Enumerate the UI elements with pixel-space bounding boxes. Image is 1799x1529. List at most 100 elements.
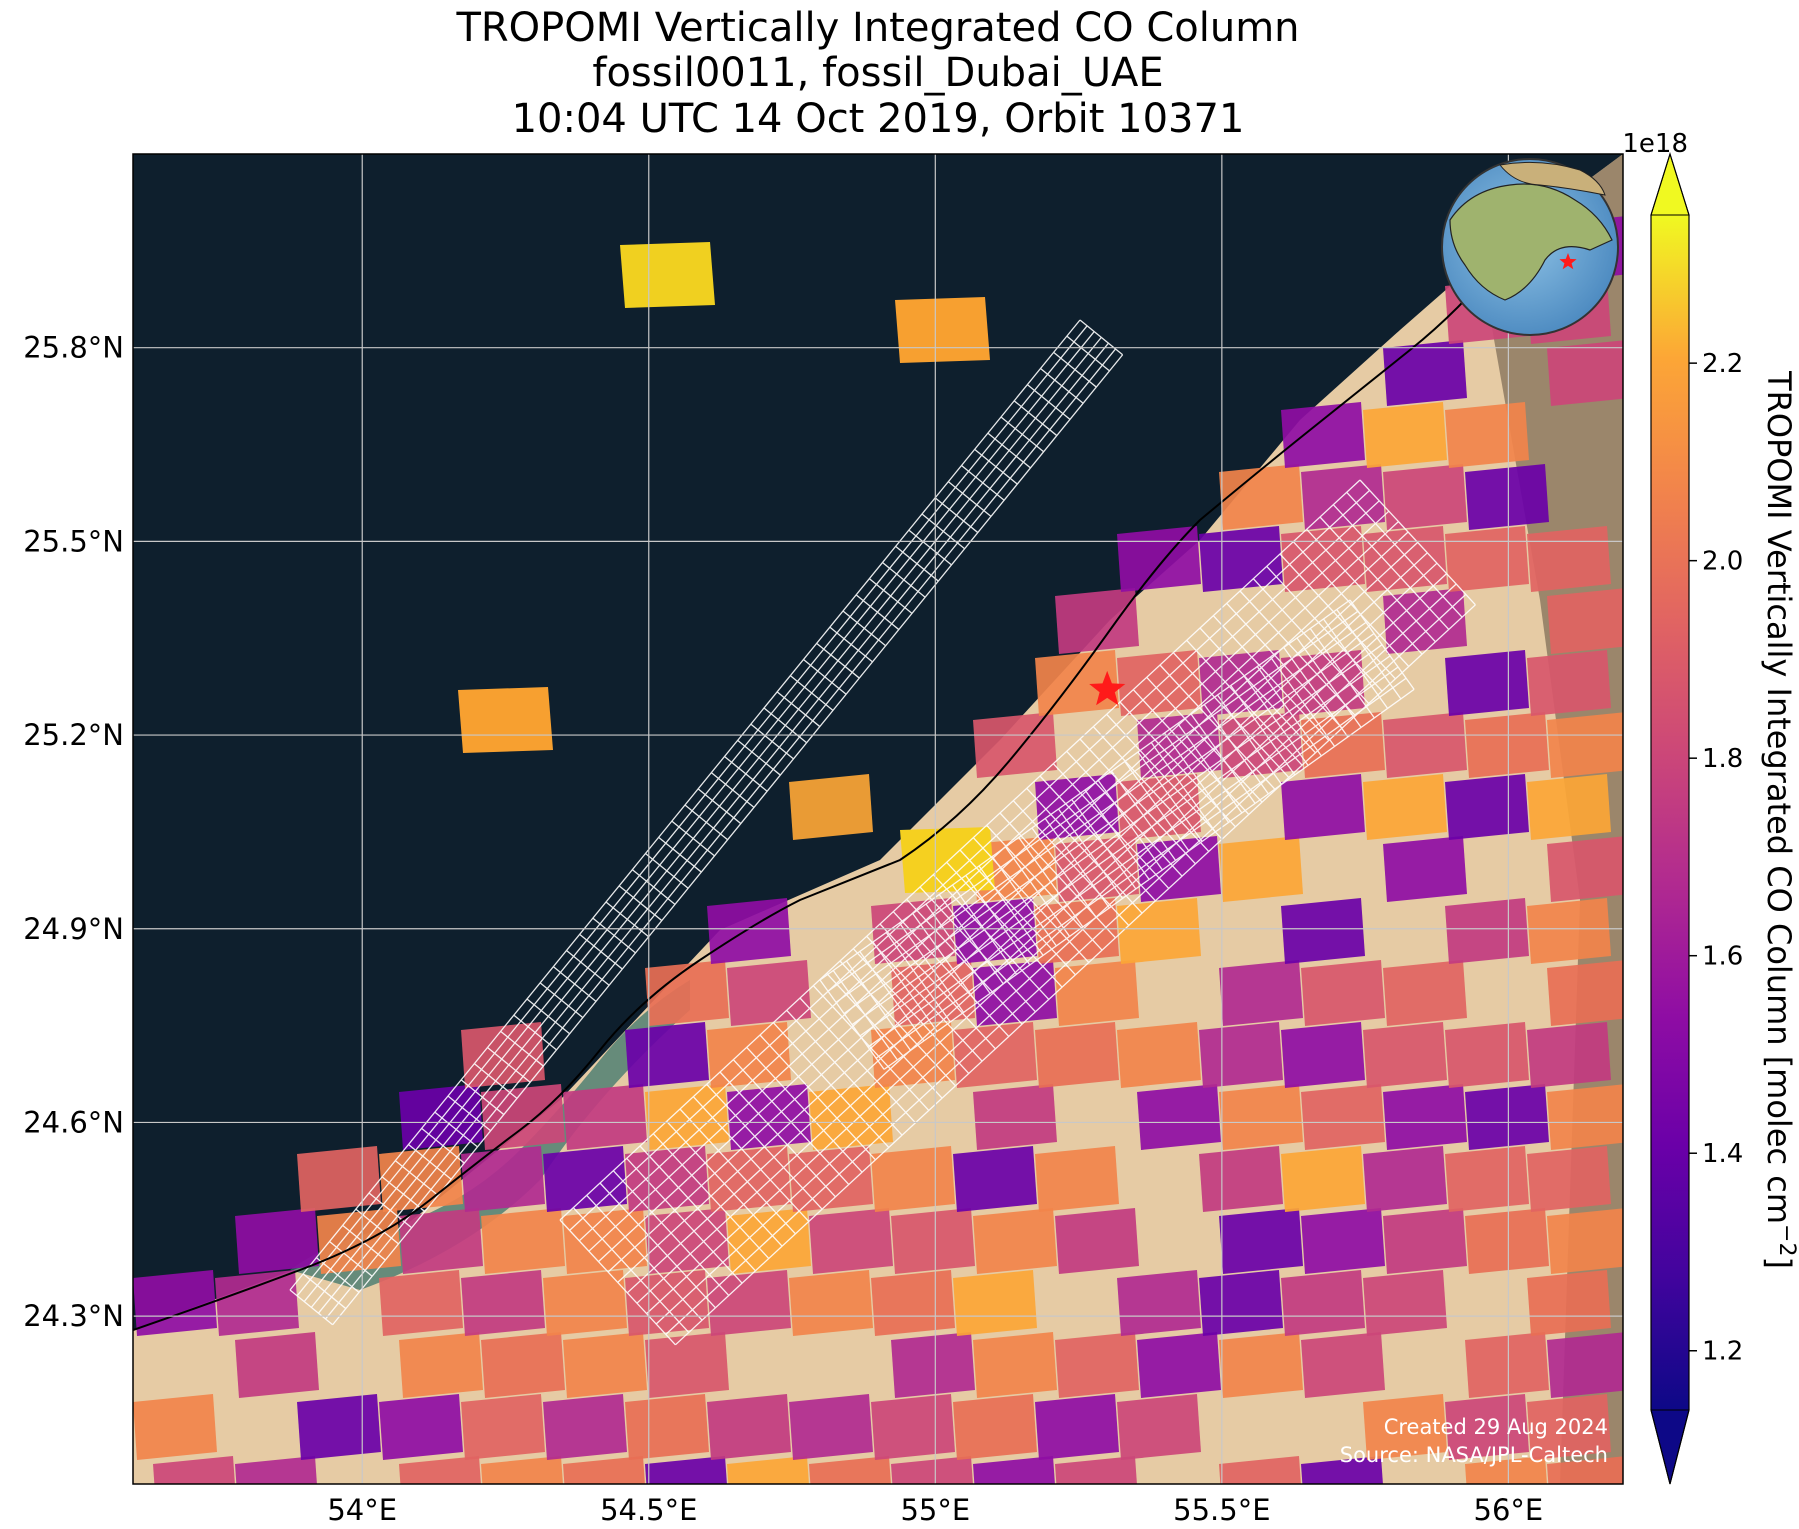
co-pixel [1527, 650, 1611, 716]
co-pixel [1383, 340, 1467, 406]
co-pixel [1219, 836, 1303, 902]
co-pixel-offshore [458, 687, 553, 753]
co-pixel [1137, 1332, 1221, 1398]
co-pixel [1363, 774, 1447, 840]
longitude-tick-labels: 54°E 54.5°E 55°E 55.5°E 56°E [327, 1493, 1543, 1527]
co-pixel [789, 1270, 873, 1336]
co-pixel [1055, 588, 1139, 654]
map-title-line-3: 10:04 UTC 14 Oct 2019, Orbit 10371 [511, 96, 1245, 142]
co-pixel [1035, 1022, 1119, 1088]
co-pixel [1035, 1394, 1119, 1460]
co-pixel [1281, 774, 1365, 840]
co-pixel [707, 898, 791, 964]
co-pixel [481, 1208, 565, 1274]
lon-tick-label: 56°E [1474, 1493, 1544, 1527]
co-pixel [1527, 1022, 1611, 1088]
co-pixel [1465, 1208, 1549, 1274]
co-pixel [1445, 650, 1529, 716]
co-pixel [727, 1084, 811, 1150]
co-pixel [871, 1146, 955, 1212]
colorbar-tick-label: 1.6 [1702, 942, 1743, 972]
co-pixel [399, 1332, 483, 1398]
co-pixel [481, 1084, 565, 1150]
co-pixel [953, 1146, 1037, 1212]
co-pixel [1281, 402, 1365, 468]
lat-tick-label: 24.6°N [23, 1105, 124, 1139]
co-pixel [1117, 650, 1201, 716]
co-pixel [1363, 1270, 1447, 1336]
co-pixel [1445, 526, 1529, 592]
lon-tick-label: 54°E [327, 1493, 397, 1527]
co-pixel [543, 1270, 627, 1336]
map-title-line-1: TROPOMI Vertically Integrated CO Column [456, 5, 1300, 51]
co-pixel [707, 1270, 791, 1336]
co-pixel [1445, 402, 1529, 468]
co-pixel [1383, 588, 1467, 654]
co-pixel [1117, 1394, 1201, 1460]
co-pixel [625, 1394, 709, 1460]
co-pixel [789, 1146, 873, 1212]
coastline [133, 259, 1501, 1331]
co-pixel [1281, 650, 1365, 716]
co-pixel [1547, 1208, 1623, 1274]
co-pixel [1363, 1394, 1447, 1460]
co-pixel [1055, 1208, 1139, 1274]
co-pixel [1301, 1208, 1385, 1274]
co-pixel [1527, 526, 1611, 592]
co-pixel [645, 1456, 727, 1484]
colorbar-extend-bottom [1650, 1409, 1690, 1485]
map-title-line-2: fossil0011, fossil_Dubai_UAE [592, 50, 1164, 96]
co-pixel [1547, 340, 1623, 406]
co-pixel [399, 1208, 483, 1274]
co-pixel [1445, 774, 1529, 840]
co-pixel-offshore [620, 242, 715, 308]
co-pixel [727, 960, 811, 1026]
co-pixel [789, 1394, 873, 1460]
co-pixel [297, 1394, 381, 1460]
co-pixel [235, 1208, 319, 1274]
target-star-icon [1089, 670, 1126, 706]
lon-tick-label: 55°E [900, 1493, 970, 1527]
map-frame [132, 153, 1624, 1485]
co-pixel [1219, 960, 1303, 1026]
map-gridlines [133, 154, 1623, 1484]
co-pixel [1547, 836, 1623, 902]
co-pixel [461, 1022, 545, 1088]
co-pixel [1465, 1084, 1549, 1150]
co-pixel [973, 1456, 1055, 1484]
latitude-tick-labels: 25.8°N 25.5°N 25.2°N 24.9°N 24.6°N 24.3°N [23, 331, 124, 1333]
co-pixel [645, 960, 729, 1026]
satellite-swath-grids [289, 319, 1476, 1346]
co-pixel [461, 1146, 545, 1212]
co-pixel [1445, 1022, 1529, 1088]
credit-created: Created 29 Aug 2024 [1384, 1415, 1608, 1439]
co-pixel [645, 1332, 729, 1398]
colorbar-extend-top [1650, 152, 1690, 216]
co-pixel [727, 1456, 809, 1484]
co-pixel [563, 1332, 647, 1398]
co-pixel [1137, 836, 1221, 902]
colorbar-scale-label: 1e18 [1622, 129, 1688, 159]
co-pixel [871, 1270, 955, 1336]
co-pixel [1363, 402, 1447, 468]
co-pixel [543, 1146, 627, 1212]
globe-land [1449, 183, 1613, 301]
co-pixel [317, 1208, 401, 1274]
colorbar: 1.2 1.4 1.6 1.8 2.0 2.2 1e18 TROPOMI Vertical… [1622, 129, 1799, 1485]
co-pixel [1465, 464, 1549, 530]
co-pixel [1117, 526, 1201, 592]
colorbar-tick-label: 1.8 [1702, 744, 1743, 774]
co-pixel [1035, 1146, 1119, 1212]
co-pixel [1527, 1394, 1611, 1460]
co-pixel [1547, 588, 1623, 654]
co-pixel [563, 1084, 647, 1150]
co-pixel [953, 1270, 1037, 1336]
co-pixel [1281, 1270, 1365, 1336]
co-pixel [891, 1208, 975, 1274]
co-pixel [1301, 1456, 1383, 1484]
co-pixel [1219, 1084, 1303, 1150]
co-pixel [891, 1456, 973, 1484]
globe-inset [1441, 158, 1619, 336]
colorbar-tick-label: 1.4 [1702, 1139, 1743, 1169]
co-pixel [953, 1394, 1037, 1460]
